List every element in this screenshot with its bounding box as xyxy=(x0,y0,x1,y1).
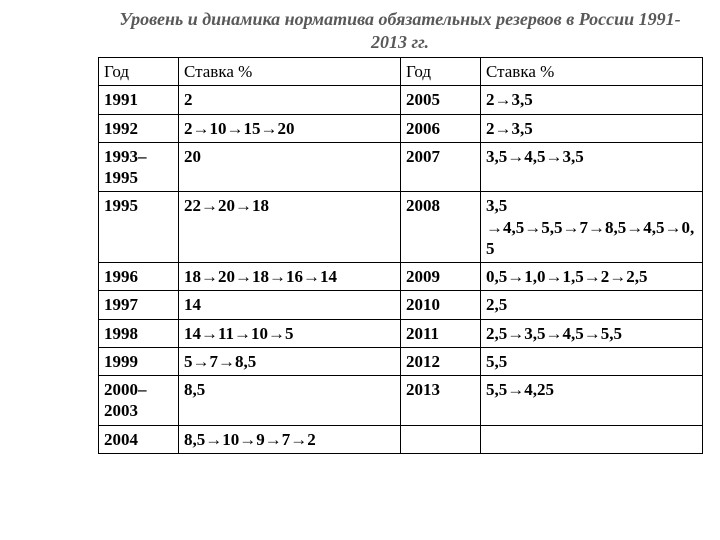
document-container: Уровень и динамика норматива обязательны… xyxy=(0,0,720,454)
table-row: 1999 5→7→8,5 2012 5,5 xyxy=(99,347,703,375)
cell-rate: 20 xyxy=(179,142,401,192)
cell-year: 2000–2003 xyxy=(99,376,179,426)
cell-rate: 8,5 xyxy=(179,376,401,426)
table-row: 1993–1995 20 2007 3,5→4,5→3,5 xyxy=(99,142,703,192)
cell-year: 2009 xyxy=(401,263,481,291)
cell-rate: 22→20→18 xyxy=(179,192,401,263)
cell-year: 1991 xyxy=(99,86,179,114)
cell-year: 2010 xyxy=(401,291,481,319)
table-row: 1998 14→11→10→5 2011 2,5→3,5→4,5→5,5 xyxy=(99,319,703,347)
header-row: Год Ставка % Год Ставка % xyxy=(99,58,703,86)
col-rate-2: Ставка % xyxy=(481,58,703,86)
table-row: 2000–2003 8,5 2013 5,5→4,25 xyxy=(99,376,703,426)
table-body: 1991 2 2005 2→3,5 1992 2→10→15→20 2006 2… xyxy=(99,86,703,454)
cell-rate: 14→11→10→5 xyxy=(179,319,401,347)
cell-year: 2008 xyxy=(401,192,481,263)
table-row: 2004 8,5→10→9→7→2 xyxy=(99,425,703,453)
cell-year: 1992 xyxy=(99,114,179,142)
cell-year: 1999 xyxy=(99,347,179,375)
reserves-table: Год Ставка % Год Ставка % 1991 2 2005 2→… xyxy=(98,57,703,454)
col-rate-1: Ставка % xyxy=(179,58,401,86)
table-row: 1995 22→20→18 2008 3,5 →4,5→5,5→7→8,5→4,… xyxy=(99,192,703,263)
cell-year: 1997 xyxy=(99,291,179,319)
cell-year: 1998 xyxy=(99,319,179,347)
cell-year: 2004 xyxy=(99,425,179,453)
col-year-1: Год xyxy=(99,58,179,86)
cell-year: 1996 xyxy=(99,263,179,291)
cell-rate: 3,5→4,5→3,5 xyxy=(481,142,703,192)
cell-rate: 18→20→18→16→14 xyxy=(179,263,401,291)
cell-year: 2005 xyxy=(401,86,481,114)
cell-year: 2013 xyxy=(401,376,481,426)
cell-year: 2011 xyxy=(401,319,481,347)
cell-year: 2012 xyxy=(401,347,481,375)
cell-rate: 2→3,5 xyxy=(481,86,703,114)
cell-rate: 3,5 →4,5→5,5→7→8,5→4,5→0,5 xyxy=(481,192,703,263)
cell-rate: 14 xyxy=(179,291,401,319)
cell-rate xyxy=(481,425,703,453)
table-title: Уровень и динамика норматива обязательны… xyxy=(98,8,702,53)
cell-rate: 0,5→1,0→1,5→2→2,5 xyxy=(481,263,703,291)
cell-rate: 2,5→3,5→4,5→5,5 xyxy=(481,319,703,347)
cell-year xyxy=(401,425,481,453)
cell-year: 2007 xyxy=(401,142,481,192)
table-row: 1992 2→10→15→20 2006 2→3,5 xyxy=(99,114,703,142)
cell-year: 1993–1995 xyxy=(99,142,179,192)
cell-rate: 5→7→8,5 xyxy=(179,347,401,375)
table-row: 1996 18→20→18→16→14 2009 0,5→1,0→1,5→2→2… xyxy=(99,263,703,291)
cell-rate: 2,5 xyxy=(481,291,703,319)
table-row: 1997 14 2010 2,5 xyxy=(99,291,703,319)
cell-rate: 2→3,5 xyxy=(481,114,703,142)
table-row: 1991 2 2005 2→3,5 xyxy=(99,86,703,114)
cell-rate: 5,5→4,25 xyxy=(481,376,703,426)
col-year-2: Год xyxy=(401,58,481,86)
cell-rate: 5,5 xyxy=(481,347,703,375)
cell-year: 1995 xyxy=(99,192,179,263)
cell-rate: 8,5→10→9→7→2 xyxy=(179,425,401,453)
cell-year: 2006 xyxy=(401,114,481,142)
cell-rate: 2 xyxy=(179,86,401,114)
cell-rate: 2→10→15→20 xyxy=(179,114,401,142)
